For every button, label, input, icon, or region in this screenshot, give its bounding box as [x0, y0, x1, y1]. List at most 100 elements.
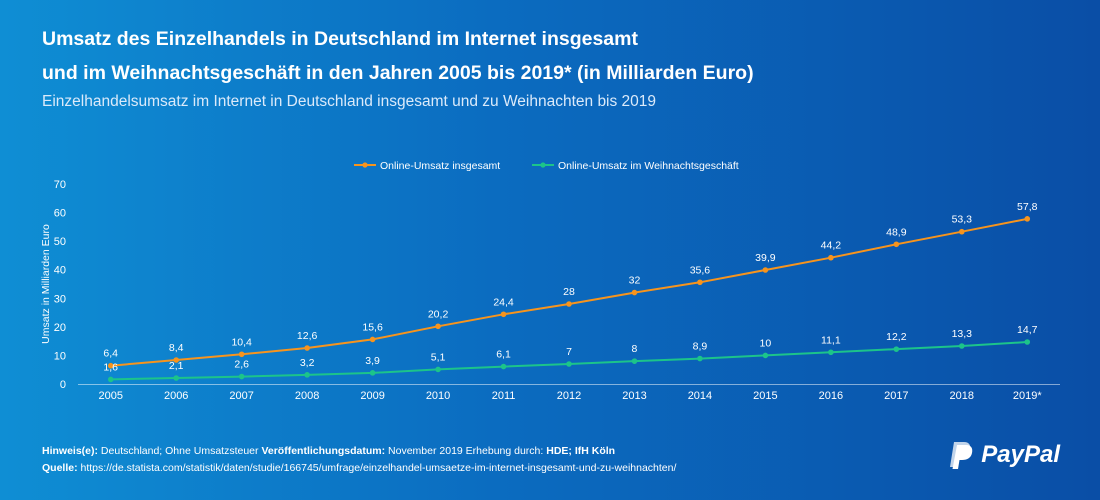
data-label: 3,9: [365, 355, 380, 367]
pubdate-text: November 2019 Erhebung durch:: [385, 445, 547, 457]
x-tick-label: 2015: [753, 390, 777, 402]
data-label: 8: [632, 343, 638, 355]
chart-title-line-2: und im Weihnachtsgeschäft in den Jahren …: [42, 62, 754, 84]
data-point: [238, 351, 245, 358]
legend-label: Online-Umsatz im Weihnachtsgeschäft: [558, 160, 739, 172]
data-label: 1,6: [103, 361, 118, 373]
data-point: [435, 323, 441, 330]
data-point: [959, 343, 965, 349]
x-tick-label: 2010: [426, 390, 450, 402]
data-label: 35,6: [690, 264, 711, 276]
legend-label: Online-Umsatz insgesamt: [380, 160, 500, 172]
data-label: 5,1: [431, 351, 446, 363]
data-point: [697, 279, 703, 286]
source-link[interactable]: https://de.statista.com/statistik/daten/…: [77, 462, 677, 474]
legend-swatch-marker: [362, 162, 368, 168]
data-label: 10: [760, 337, 772, 349]
footer-note: Hinweis(e): Deutschland; Ohne Umsatzsteu…: [42, 445, 615, 457]
paypal-brand: PayPal: [947, 440, 1060, 470]
x-tick-label: 2011: [492, 390, 516, 402]
data-label: 44,2: [821, 240, 842, 252]
legend-swatch-marker: [540, 162, 546, 168]
paypal-logo-icon: [950, 442, 973, 469]
data-point: [304, 372, 310, 378]
data-point: [173, 375, 179, 381]
data-label: 8,9: [693, 341, 708, 353]
paypal-wordmark: PayPal: [981, 441, 1060, 468]
x-tick-label: 2009: [360, 390, 384, 402]
data-label: 28: [563, 286, 575, 298]
data-label: 7: [566, 346, 572, 358]
chart-title: Umsatz des Einzelhandels in Deutschland …: [42, 22, 942, 90]
y-tick-label: 70: [54, 179, 66, 191]
data-point: [1024, 339, 1031, 345]
data-point: [762, 267, 769, 273]
data-label: 14,7: [1017, 324, 1038, 336]
data-point: [828, 254, 834, 261]
data-point: [762, 352, 769, 359]
data-label: 12,6: [297, 330, 318, 342]
data-point: [238, 373, 245, 380]
y-tick-label: 30: [54, 293, 66, 305]
x-tick-label: 2012: [557, 390, 581, 402]
data-label: 12,2: [886, 331, 907, 343]
note-label: Hinweis(e):: [42, 445, 99, 457]
data-label: 48,9: [886, 226, 907, 238]
data-point: [631, 289, 638, 296]
data-point: [893, 346, 900, 352]
x-tick-label: 2018: [950, 390, 974, 402]
data-point: [107, 376, 114, 383]
pubdate-label: Veröffentlichungsdatum:: [261, 445, 386, 457]
y-tick-label: 60: [54, 208, 66, 220]
data-label: 2,6: [234, 359, 249, 371]
data-label: 13,3: [952, 328, 973, 340]
y-axis-title: Umsatz in Milliarden Euro: [40, 224, 52, 344]
data-label: 15,6: [362, 321, 383, 333]
x-tick-label: 2016: [819, 390, 843, 402]
data-point: [631, 358, 638, 364]
data-point: [369, 370, 376, 376]
data-label: 3,2: [300, 357, 315, 369]
y-tick-label: 10: [54, 350, 66, 362]
chart-title-line-1: Umsatz des Einzelhandels in Deutschland …: [42, 28, 638, 50]
survey-by: HDE; IfH Köln: [546, 445, 616, 457]
x-tick-label: 2008: [295, 390, 319, 402]
footer-source: Quelle: https://de.statista.com/statisti…: [42, 462, 676, 474]
source-label: Quelle:: [42, 462, 78, 474]
y-tick-label: 50: [54, 236, 66, 248]
data-label: 53,3: [952, 214, 973, 226]
x-tick-label: 2017: [884, 390, 908, 402]
x-tick-label: 2006: [164, 390, 188, 402]
data-point: [1024, 216, 1031, 222]
x-tick-label: 2013: [622, 390, 646, 402]
data-label: 10,4: [231, 336, 252, 348]
data-point: [107, 362, 114, 369]
data-point: [304, 345, 310, 351]
data-point: [369, 336, 376, 343]
data-point: [828, 349, 834, 356]
data-label: 2,1: [169, 360, 184, 372]
data-point: [959, 228, 965, 235]
data-point: [435, 366, 441, 373]
data-label: 24,4: [493, 296, 514, 308]
data-label: 11,1: [821, 334, 841, 346]
data-label: 32: [629, 275, 641, 287]
data-point: [893, 241, 900, 248]
x-tick-label: 2014: [688, 390, 712, 402]
note-text: Deutschland; Ohne Umsatzsteuer: [98, 445, 262, 457]
data-label: 6,1: [496, 349, 511, 361]
x-tick-label: 2007: [229, 390, 253, 402]
data-label: 8,4: [169, 342, 184, 354]
chart-subtitle: Einzelhandelsumsatz im Internet in Deuts…: [42, 93, 657, 110]
data-point: [697, 355, 703, 362]
data-point: [173, 357, 179, 363]
y-tick-label: 40: [54, 265, 66, 277]
data-label: 39,9: [755, 252, 776, 264]
data-label: 20,2: [428, 308, 449, 320]
data-point: [566, 361, 572, 367]
data-label: 6,4: [103, 348, 118, 360]
y-tick-label: 0: [60, 379, 66, 391]
data-point: [500, 363, 507, 370]
data-label: 57,8: [1017, 201, 1038, 213]
data-point: [500, 311, 507, 318]
